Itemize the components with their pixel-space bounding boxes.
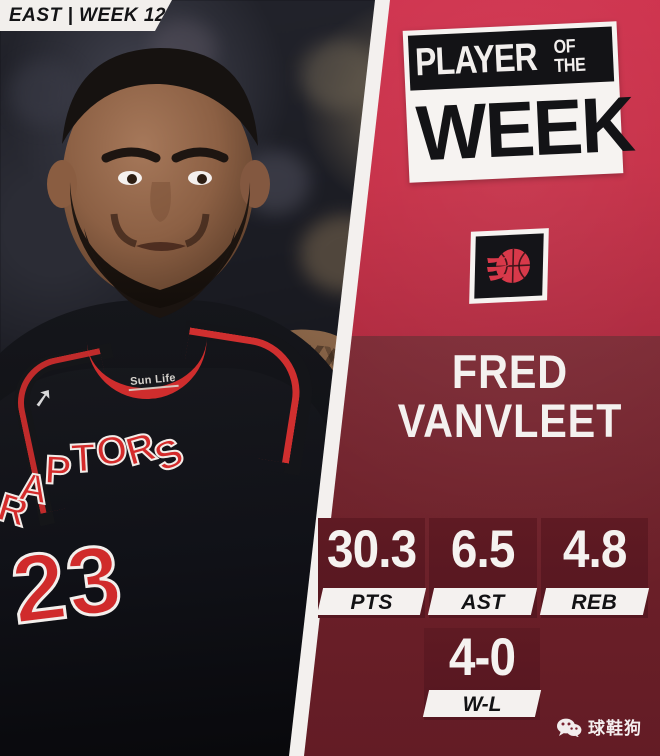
stats-row: 30.3 PTS 6.5 AST 4.8 REB — [316, 518, 650, 618]
player-first-name: FRED — [451, 345, 569, 398]
title-plaque: PLAYER OF THE WEEK — [402, 21, 636, 183]
stat-label: REB — [571, 591, 618, 614]
raptors-logo-icon — [474, 233, 544, 299]
title-of-the-group: OF THE — [553, 36, 591, 77]
header-ribbon: EAST | WEEK 12 — [0, 0, 172, 31]
jersey-number: 23 — [4, 523, 130, 646]
watermark-text: 球鞋狗 — [588, 719, 642, 738]
stat-label: PTS — [350, 591, 393, 614]
team-logo-box — [469, 228, 549, 304]
player-head — [47, 48, 270, 318]
title-week-text: WEEK — [414, 79, 636, 178]
player-name: FRED VANVLEET — [370, 348, 650, 446]
record-label: W-L — [462, 693, 502, 716]
player-jersey — [0, 368, 330, 756]
stat-cell-reb: 4.8 REB — [539, 518, 650, 618]
title-player-text: PLAYER — [414, 35, 538, 85]
record-block: 4-0 W-L — [422, 628, 542, 720]
stat-cell-ast: 6.5 AST — [428, 518, 538, 618]
title-the-text: THE — [553, 54, 586, 77]
wechat-icon — [557, 718, 582, 737]
player-last-name: VANVLEET — [397, 394, 623, 447]
stat-value: 30.3 — [327, 520, 417, 579]
stat-cell-pts: 30.3 PTS — [316, 518, 427, 618]
watermark: 球鞋狗 — [556, 714, 642, 739]
header-ribbon-text: EAST | WEEK 12 — [9, 4, 166, 26]
stat-value: 4.8 — [562, 520, 628, 579]
stat-value: 6.5 — [451, 520, 516, 579]
stat-label: AST — [461, 591, 505, 614]
record-value: 4-0 — [448, 628, 516, 687]
